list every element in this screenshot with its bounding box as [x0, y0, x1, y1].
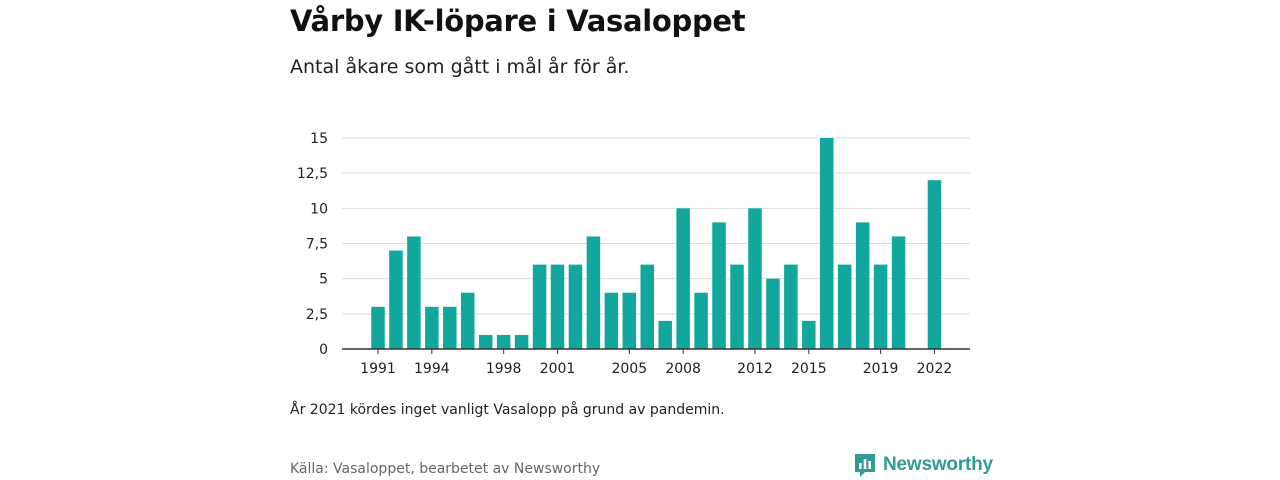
bar-2017 [837, 264, 852, 349]
bar-2019 [873, 264, 888, 349]
bar-2020 [891, 236, 906, 349]
y-tick-label: 5 [319, 272, 328, 288]
bar-2010 [712, 222, 726, 349]
chart-title: Vårby IK-löpare i Vasaloppet [290, 4, 746, 38]
y-tick-label: 10 [310, 201, 328, 217]
newsworthy-logo: Newsworthy [853, 452, 993, 478]
bar-2014 [784, 264, 798, 349]
x-tick-label: 2022 [917, 361, 953, 377]
bar-2015 [802, 320, 816, 349]
y-tick-label: 15 [310, 131, 328, 147]
x-tick-label: 1994 [414, 361, 450, 377]
source-credit: Källa: Vasaloppet, bearbetet av Newswort… [290, 461, 601, 477]
y-tick-label: 12,5 [297, 166, 328, 182]
y-axis-ticks: 0 2,5 5 7,5 10 12,5 15 [297, 131, 328, 358]
bar-2008 [676, 208, 690, 349]
chart-card: Vårby IK-löpare i Vasaloppet Antal åkare… [290, 0, 993, 480]
y-tick-label: 7,5 [306, 237, 328, 253]
bar-2016 [820, 138, 834, 349]
bar-2005 [622, 292, 637, 349]
bar-2018 [855, 222, 870, 349]
chart-subtitle: Antal åkare som gått i mål år för år. [290, 56, 630, 78]
newsworthy-logo-icon [855, 454, 875, 477]
bar-1997 [478, 334, 493, 349]
x-tick-label: 1991 [360, 361, 396, 377]
x-axis-ticks: 1991 1994 1998 2001 2005 2008 2012 2015 2019 2022 [360, 349, 952, 377]
brand-name: Newsworthy [883, 454, 993, 475]
x-tick-label: 2019 [863, 361, 899, 377]
bar-2001 [550, 264, 565, 349]
bar-1991 [371, 306, 385, 349]
y-tick-label: 0 [319, 342, 328, 358]
bar-1998 [496, 334, 511, 349]
bar-1999 [514, 334, 529, 349]
bar-2012 [748, 208, 762, 349]
x-tick-label: 2015 [791, 361, 827, 377]
x-tick-label: 2001 [540, 361, 576, 377]
x-tick-label: 2008 [665, 361, 701, 377]
bar-2013 [766, 278, 780, 349]
bar-2022 [927, 180, 942, 349]
bar-1996 [461, 292, 475, 349]
bar-2002 [568, 264, 583, 349]
bar-1995 [443, 306, 457, 349]
bar-chart: 0 2,5 5 7,5 10 12,5 15 1991 1994 1998 2001 2005 200… [297, 131, 970, 377]
bars [371, 138, 942, 349]
bar-2009 [694, 292, 708, 349]
bar-2006 [640, 264, 654, 349]
bar-2003 [586, 236, 601, 349]
x-tick-label: 2005 [611, 361, 647, 377]
chart-note: År 2021 kördes inget vanligt Vasalopp på… [290, 402, 725, 418]
bar-1992 [389, 250, 403, 349]
bar-2011 [730, 264, 744, 349]
bar-2000 [532, 264, 547, 349]
bar-1993 [407, 236, 421, 349]
bar-1994 [425, 306, 439, 349]
bar-2007 [658, 320, 672, 349]
x-tick-label: 1998 [486, 361, 522, 377]
bar-2004 [604, 292, 619, 349]
y-tick-label: 2,5 [306, 307, 328, 323]
x-tick-label: 2012 [737, 361, 773, 377]
